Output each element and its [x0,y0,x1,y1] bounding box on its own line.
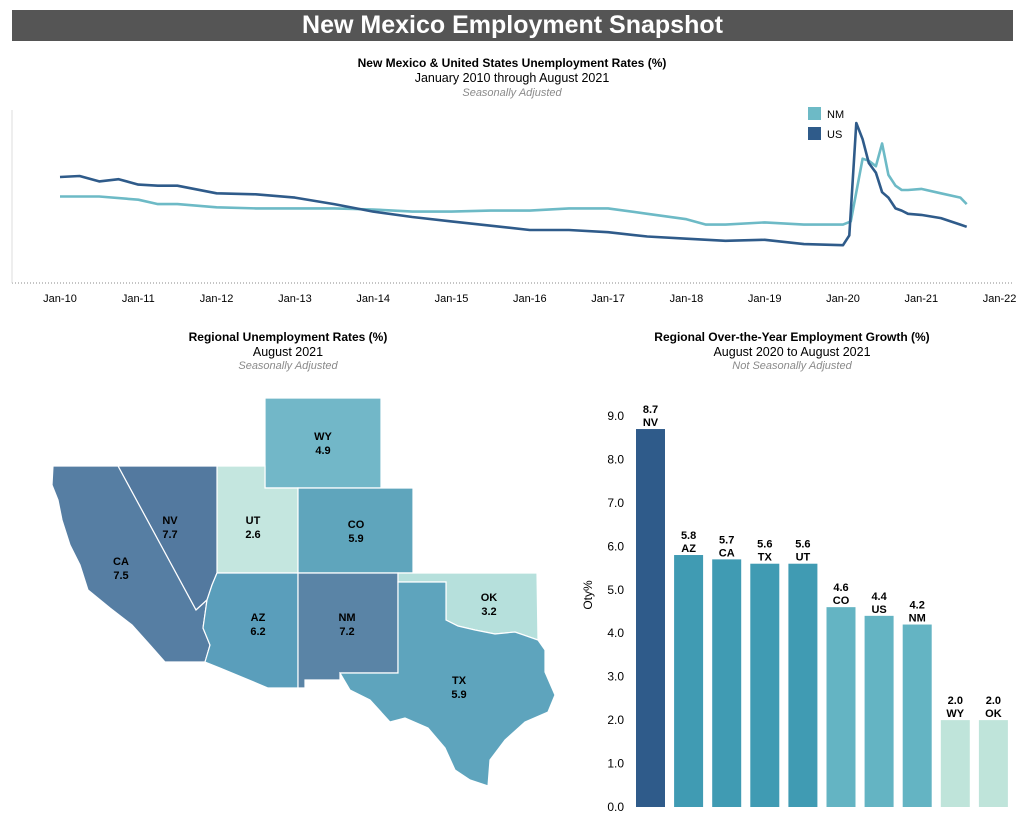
state-label-ok: OK [481,592,498,604]
state-tx [338,581,556,787]
bar-category-label: TX [758,552,773,564]
x-tick-label: Jan-11 [122,293,155,305]
legend-swatch-nm [808,107,821,120]
state-label-nm: NM [338,612,355,624]
x-tick-label: Jan-18 [670,293,704,305]
x-tick-label: Jan-19 [748,293,782,305]
x-tick-label: Jan-21 [904,293,938,305]
bar-chart-subtitle: August 2020 to August 2021 [713,345,871,359]
bar-value-label: 5.7 [719,534,734,546]
x-tick-label: Jan-16 [513,293,547,305]
bar-wy [940,720,970,807]
bar-nm [902,624,932,807]
state-label-tx: TX [452,675,467,687]
x-tick-label: Jan-10 [43,293,77,305]
bar-value-label: 4.2 [910,600,925,612]
bar-value-label: 4.6 [833,582,848,594]
state-label-wy: WY [314,431,332,443]
bar-category-label: CA [719,547,735,559]
state-rate-tx: 5.9 [451,689,466,701]
y-tick-label: 5.0 [607,583,624,597]
bar-value-label: 2.0 [986,695,1001,707]
y-tick-label: 4.0 [607,626,624,640]
bar-az [674,555,704,807]
state-rate-ca: 7.5 [113,570,128,582]
bar-category-label: WY [946,708,964,720]
x-tick-label: Jan-12 [200,293,234,305]
state-ca [51,465,211,663]
state-label-ut: UT [246,515,261,527]
state-rate-az: 6.2 [250,626,265,638]
line-chart-note: Seasonally Adjusted [462,87,562,99]
y-tick-label: 2.0 [607,713,624,727]
page-title: New Mexico Employment Snapshot [12,10,1013,41]
y-tick-label: 6.0 [607,539,624,553]
series-line-nm [60,142,968,226]
y-tick-label: 1.0 [607,757,624,771]
bar-co [826,607,856,807]
bar-chart-note: Not Seasonally Adjusted [732,360,852,372]
bar-category-label: CO [833,595,850,607]
x-tick-label: Jan-14 [356,293,390,305]
line-chart-title: New Mexico & United States Unemployment … [357,56,667,70]
x-tick-label: Jan-17 [591,293,625,305]
bar-category-label: NM [909,613,926,625]
state-label-co: CO [348,519,365,531]
legend-label-us: US [827,129,842,141]
series-line-us [59,121,968,247]
map-title: Regional Unemployment Rates (%) [188,330,388,344]
bar-y-axis-label: Oty% [581,580,595,610]
bar-category-label: US [871,604,886,616]
state-rate-ok: 3.2 [481,606,496,618]
y-tick-label: 0.0 [607,800,624,814]
state-rate-wy: 4.9 [315,445,330,457]
x-tick-label: Jan-13 [278,293,312,305]
state-label-az: AZ [251,612,266,624]
state-rate-ut: 2.6 [245,529,260,541]
x-tick-label: Jan-15 [435,293,469,305]
state-rate-nm: 7.2 [339,626,354,638]
bar-value-label: 5.6 [795,539,810,551]
state-label-nv: NV [162,515,178,527]
bar-us [864,615,894,807]
line-legend: NM US [808,107,844,141]
y-tick-label: 3.0 [607,670,624,684]
bar-nv [636,429,665,807]
bar-ca [712,559,742,807]
line-chart-subtitle: January 2010 through August 2021 [414,71,610,85]
state-rate-nv: 7.7 [162,529,177,541]
legend-swatch-us [808,127,821,140]
bar-value-label: 5.8 [681,530,696,542]
bar-tx [750,563,780,807]
bar-value-label: 5.6 [757,539,772,551]
map-subtitle: August 2021 [252,345,324,359]
bar-chart-title: Regional Over-the-Year Employment Growth… [654,330,930,344]
bar-category-label: OK [985,708,1002,720]
bar-category-label: NV [643,417,659,429]
y-tick-label: 8.0 [607,452,624,466]
map-note: Seasonally Adjusted [238,360,338,372]
x-tick-label: Jan-20 [826,293,860,305]
bar-ok [978,720,1008,807]
state-label-ca: CA [113,556,129,568]
y-tick-label: 9.0 [607,409,624,423]
bar-value-label: 2.0 [948,695,963,707]
y-tick-label: 7.0 [607,496,624,510]
legend-label-nm: NM [827,109,844,121]
bar-ut [788,563,818,807]
bar-value-label: 8.7 [643,404,658,416]
state-rate-co: 5.9 [348,533,363,545]
bar-value-label: 4.4 [871,591,887,603]
x-tick-label: Jan-22 [983,293,1017,305]
bar-category-label: UT [796,552,811,564]
bar-category-label: AZ [681,543,696,555]
